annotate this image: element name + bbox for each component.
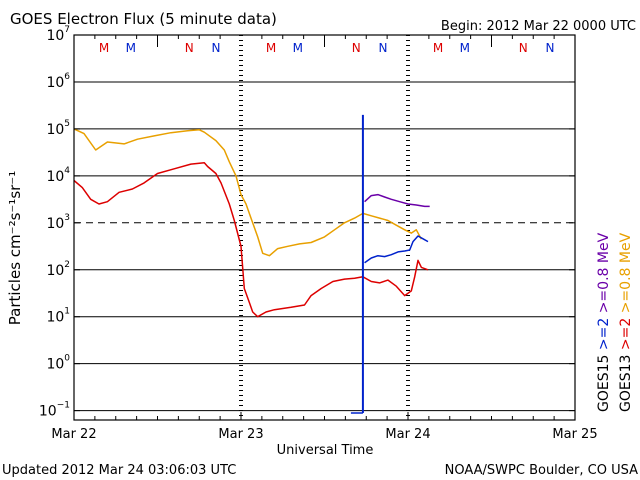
y-tick-label: 101 bbox=[46, 307, 70, 326]
y-tick-label: 104 bbox=[46, 166, 70, 185]
mn-label: M bbox=[460, 41, 470, 55]
mn-label: M bbox=[266, 41, 276, 55]
x-axis-ticks: Mar 22 Mar 23 Mar 24 Mar 25 bbox=[51, 35, 598, 442]
legend-entry: >=0.8 MeV bbox=[596, 232, 612, 317]
y-axis-label: Particles cm⁻²s⁻¹sr⁻¹ bbox=[6, 171, 24, 325]
mn-label: N bbox=[211, 41, 220, 55]
y-tick-label: 105 bbox=[46, 119, 70, 138]
y-tick-label: 103 bbox=[46, 213, 70, 232]
mn-label: N bbox=[378, 41, 387, 55]
x-tick-label: Mar 24 bbox=[385, 427, 430, 442]
legend-column: GOES13 >=2 >=0.8 MeV bbox=[618, 232, 634, 412]
mn-label: M bbox=[99, 41, 109, 55]
series-line bbox=[73, 161, 429, 318]
legend-entry: >=2 bbox=[618, 318, 634, 355]
y-tick-label: 102 bbox=[46, 260, 70, 279]
source-credit: NOAA/SWPC Boulder, CO USA bbox=[445, 463, 638, 478]
mn-label: N bbox=[519, 41, 528, 55]
begin-time: Begin: 2012 Mar 22 0000 UTC bbox=[441, 19, 636, 34]
legend-entry: >=0.8 MeV bbox=[618, 232, 634, 317]
y-tick-label: 107 bbox=[46, 25, 70, 44]
chart-title: GOES Electron Flux (5 minute data) bbox=[10, 10, 277, 28]
x-axis-label: Universal Time bbox=[277, 443, 374, 458]
series-line bbox=[73, 128, 423, 257]
legend-entry: >=2 bbox=[596, 318, 612, 355]
series-line bbox=[364, 193, 430, 208]
legend-entry: GOES15 bbox=[596, 355, 612, 412]
x-tick-label: Mar 25 bbox=[552, 427, 597, 442]
legend-entry: GOES13 bbox=[618, 355, 634, 412]
series-line bbox=[364, 235, 429, 264]
mn-label: N bbox=[185, 41, 194, 55]
mn-label: M bbox=[433, 41, 443, 55]
y-axis-ticks: 107 106 105 104 103 102 101 100 10−1 bbox=[39, 25, 575, 420]
data-series bbox=[73, 114, 430, 414]
grid-lines bbox=[74, 81, 575, 412]
y-tick-label: 100 bbox=[46, 354, 70, 373]
plot-frame bbox=[73, 34, 576, 421]
legend-column: GOES15 >=2 >=0.8 MeV bbox=[596, 232, 612, 412]
mn-label: N bbox=[545, 41, 554, 55]
mn-label: M bbox=[293, 41, 303, 55]
y-tick-label: 10−1 bbox=[39, 401, 70, 420]
mn-label: N bbox=[352, 41, 361, 55]
y-tick-label: 106 bbox=[46, 72, 70, 91]
day-marks bbox=[157, 35, 492, 420]
mn-label: M bbox=[126, 41, 136, 55]
x-tick-label: Mar 23 bbox=[218, 427, 263, 442]
updated-timestamp: Updated 2012 Mar 24 03:06:03 UTC bbox=[2, 463, 236, 478]
x-tick-label: Mar 22 bbox=[51, 427, 96, 442]
